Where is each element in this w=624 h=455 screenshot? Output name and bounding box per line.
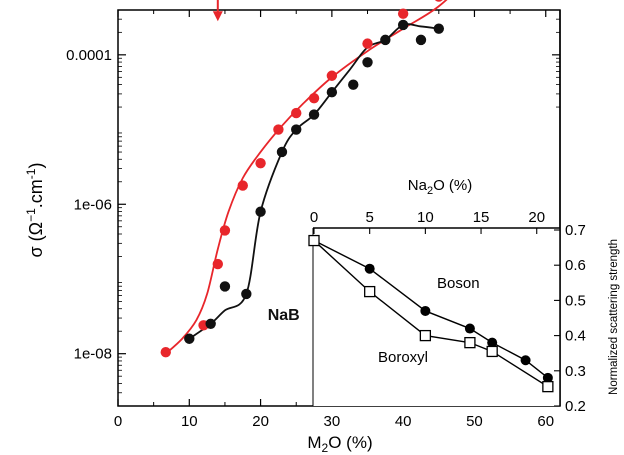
main-x-axis-label: M2O (%) [307, 433, 372, 455]
main-point-lib [362, 38, 373, 49]
series-label-nab: NaB [268, 307, 300, 324]
inset-y-tick-label: 0.2 [565, 398, 586, 415]
main-x-tick-label: 60 [537, 413, 554, 430]
main-point-lib [255, 157, 266, 169]
main-point-nab [205, 318, 216, 330]
inset-point-boroxyl [486, 345, 498, 358]
main-point-lib [291, 107, 302, 119]
inset-point-boson [464, 323, 475, 334]
main-point-nab [415, 34, 427, 46]
inset-x-tick-label: 5 [366, 209, 374, 226]
inset-point-boson [487, 337, 498, 348]
inset-y-tick-label: 0.7 [565, 222, 586, 239]
inset-point-boson [364, 263, 375, 274]
main-y-tick-label: 1e-06 [74, 196, 112, 213]
main-data-points [160, 0, 445, 358]
main-point-lib [273, 124, 284, 135]
main-point-nab [380, 34, 391, 46]
main-point-nab [326, 86, 338, 98]
main-point-lib [212, 258, 224, 270]
inset-y-tick-label: 0.4 [565, 328, 586, 345]
annotation-xs-li-arrow-head [212, 11, 223, 22]
inset-y-tick-label: 0.6 [565, 257, 586, 274]
inset-series-label-boson: Boson [437, 275, 480, 292]
main-point-nab [348, 79, 359, 90]
inset-point-boroxyl [364, 285, 376, 298]
inset-background [313, 228, 560, 406]
main-point-nab [397, 19, 409, 31]
inset-x-tick-label: 0 [310, 209, 318, 226]
inset-y-tick-label: 0.3 [565, 363, 586, 380]
main-y-axis-label: σ (Ω−1.cm-1) [24, 163, 46, 258]
main-y-tick-label: 0.0001 [66, 47, 112, 64]
inset-series-label-boroxyl: Boroxyl [378, 349, 428, 366]
inset-data-points [308, 234, 554, 393]
main-y-tick-label: 1e-08 [74, 346, 112, 363]
main-x-tick-label: 30 [324, 413, 341, 430]
main-point-lib [237, 180, 248, 191]
main-point-nab [291, 124, 302, 135]
main-point-nab [433, 23, 445, 34]
inset-x-tick-label: 10 [417, 209, 434, 226]
main-point-nab [241, 288, 252, 300]
inset-line-boroxyl [313, 240, 549, 388]
main-x-tick-label: 10 [181, 413, 198, 430]
inset-point-boroxyl [464, 336, 476, 349]
inset-y-tick-label: 0.5 [565, 292, 586, 309]
main-point-nab [308, 109, 320, 120]
main-point-lib [160, 347, 171, 358]
main-point-nab [276, 146, 288, 158]
inset-point-boroxyl [419, 329, 432, 342]
inset-point-boroxyl [542, 380, 554, 393]
inset-x-tick-label: 15 [473, 209, 490, 226]
inset-y-axis-label: Normalized scattering strength [608, 239, 620, 395]
inset-point-boson [542, 372, 553, 383]
main-point-nab [255, 206, 266, 217]
inset-point-boson [520, 355, 531, 366]
inset-point-boroxyl [308, 234, 320, 247]
main-point-nab [219, 281, 231, 292]
main-x-tick-label: 0 [114, 413, 122, 430]
main-point-nab [184, 333, 195, 344]
main-point-lib [308, 92, 320, 104]
main-point-lib [434, 0, 443, 2]
inset-x-axis-label: Na2O (%) [408, 177, 472, 197]
main-point-nab [362, 57, 373, 68]
inset-axis-ticks: 0 5 10 15 20 0.2 0.3 0.4 0.5 0.6 0.7 [310, 209, 586, 415]
main-point-lib [326, 70, 338, 81]
main-point-lib [219, 225, 231, 236]
inset-x-tick-label: 20 [528, 209, 545, 226]
main-x-tick-label: 50 [466, 413, 483, 430]
main-x-tick-label: 20 [252, 413, 269, 430]
main-annotations: xs(Li)xs(Na)LiBNaB [212, 0, 300, 324]
main-x-tick-label: 40 [395, 413, 412, 430]
main-point-lib [397, 8, 409, 19]
inset-point-boson [420, 305, 431, 316]
